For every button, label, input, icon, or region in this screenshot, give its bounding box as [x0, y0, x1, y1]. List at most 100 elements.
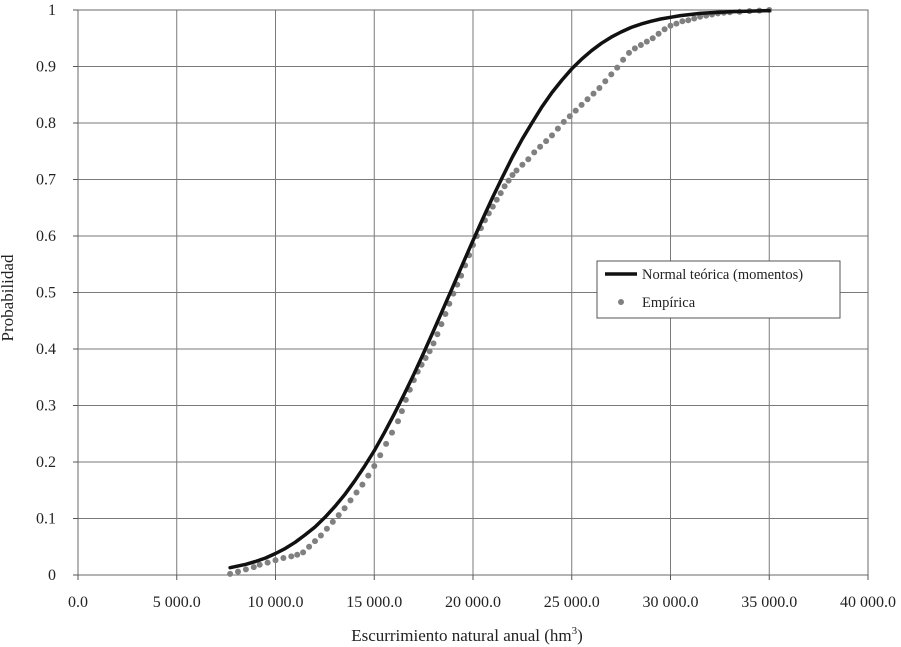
- data-point-empirica: [264, 559, 271, 566]
- data-point-empirica: [608, 71, 615, 78]
- data-point-empirica: [549, 132, 555, 139]
- legend-label-empirica: Empírica: [642, 295, 696, 311]
- data-point-empirica: [590, 90, 597, 97]
- data-point-empirica: [323, 525, 330, 532]
- x-tick-label: 30 000.0: [643, 594, 699, 611]
- data-point-empirica: [426, 348, 433, 355]
- data-point-empirica: [398, 408, 405, 415]
- legend: Normal teórica (momentos) Empírica: [596, 260, 841, 319]
- x-tick-label: 20 000.0: [445, 594, 501, 611]
- data-point-empirica: [543, 138, 550, 145]
- data-point-empirica: [661, 26, 668, 33]
- data-point-empirica: [317, 532, 324, 539]
- data-point-empirica: [335, 512, 342, 519]
- y-tick-label: 0.7: [36, 172, 56, 189]
- data-point-empirica: [422, 355, 429, 361]
- x-tick-label: 15 000.0: [346, 594, 402, 611]
- y-tick-label: 0.1: [36, 511, 56, 528]
- data-point-empirica: [537, 143, 544, 150]
- legend-label-normal: Normal teórica (momentos): [642, 267, 803, 283]
- data-point-empirica: [513, 167, 520, 174]
- y-tick-label: 0.5: [36, 285, 56, 302]
- x-axis-title-close: ): [577, 626, 583, 645]
- data-point-empirica: [365, 472, 372, 479]
- data-point-empirica: [353, 489, 360, 496]
- x-tick-label: 25 000.0: [544, 594, 600, 611]
- grid: [77, 9, 869, 576]
- data-point-empirica: [430, 340, 437, 347]
- data-point-empirica: [584, 96, 591, 103]
- data-point-empirica: [438, 321, 445, 328]
- x-tick-label: 40 000.0: [840, 594, 896, 611]
- data-point-empirica: [554, 125, 561, 132]
- data-point-empirica: [497, 190, 504, 197]
- data-point-empirica: [347, 497, 354, 504]
- data-point-empirica: [643, 38, 650, 45]
- data-point-empirica: [691, 15, 698, 22]
- data-point-empirica: [312, 538, 318, 545]
- data-point-empirica: [626, 49, 632, 56]
- data-point-empirica: [649, 35, 656, 42]
- data-point-empirica: [300, 549, 307, 556]
- data-point-empirica: [377, 452, 384, 459]
- x-axis: 0.0 5 000.0 10 000.0 15 000.0 20 000.0 25 000…: [68, 575, 896, 611]
- data-point-empirica: [341, 505, 348, 512]
- data-point-empirica: [395, 418, 401, 425]
- y-tick-label: 0.3: [36, 398, 56, 415]
- data-point-empirica: [655, 30, 662, 37]
- data-point-empirica: [667, 22, 674, 29]
- data-point-empirica: [505, 177, 512, 184]
- y-axis-title: Probabilidad: [0, 254, 17, 341]
- data-point-empirica: [519, 161, 526, 168]
- data-point-empirica: [489, 203, 496, 210]
- x-axis-title-superscript: 3: [572, 625, 578, 637]
- data-point-empirica: [596, 85, 603, 91]
- x-tick-label: 35 000.0: [741, 594, 797, 611]
- data-point-empirica: [227, 570, 234, 577]
- y-tick-label: 0: [48, 567, 56, 584]
- data-point-empirica: [673, 20, 680, 27]
- series-layer: [227, 7, 773, 577]
- data-point-empirica: [560, 118, 567, 125]
- series-line-normal-teorica: [228, 8, 772, 570]
- data-point-empirica: [442, 311, 449, 317]
- data-point-empirica: [294, 551, 301, 558]
- data-point-empirica: [250, 564, 257, 571]
- data-point-empirica: [383, 440, 390, 447]
- data-point-empirica: [280, 555, 287, 561]
- data-point-empirica: [402, 396, 409, 403]
- data-point-empirica: [501, 183, 508, 190]
- data-point-empirica: [242, 566, 249, 573]
- data-point-empirica: [306, 543, 313, 550]
- data-point-empirica: [602, 78, 609, 85]
- data-point-empirica: [371, 463, 378, 469]
- data-point-empirica: [620, 56, 627, 63]
- y-tick-label: 0.2: [36, 454, 56, 471]
- data-point-empirica: [493, 196, 500, 203]
- data-point-empirica: [256, 561, 263, 568]
- x-tick-label: 10 000.0: [248, 594, 304, 611]
- data-point-empirica: [509, 172, 516, 178]
- data-point-empirica: [272, 557, 279, 564]
- data-point-empirica: [525, 156, 532, 163]
- y-tick-label: 0.8: [36, 115, 56, 132]
- data-point-empirica: [389, 429, 395, 436]
- y-tick-label: 0.4: [36, 341, 56, 358]
- data-point-empirica: [531, 149, 538, 156]
- legend-dot-swatch: [618, 299, 624, 305]
- x-tick-label: 5 000.0: [153, 594, 201, 611]
- data-point-empirica: [631, 45, 638, 52]
- data-point-empirica: [578, 101, 585, 108]
- data-point-empirica: [359, 481, 366, 488]
- data-point-empirica: [235, 568, 241, 575]
- y-tick-label: 0.6: [36, 228, 56, 245]
- data-point-empirica: [572, 107, 579, 114]
- data-point-empirica: [288, 553, 295, 560]
- data-point-empirica: [434, 331, 441, 338]
- data-point-empirica: [614, 64, 621, 71]
- data-point-empirica: [329, 518, 336, 525]
- legend-box: [596, 260, 841, 319]
- data-point-empirica: [685, 17, 692, 24]
- data-point-empirica: [566, 113, 573, 120]
